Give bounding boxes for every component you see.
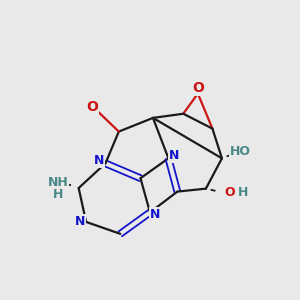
Text: HO: HO bbox=[230, 145, 251, 158]
Text: H: H bbox=[53, 188, 63, 201]
Text: O: O bbox=[86, 100, 98, 114]
Text: N: N bbox=[169, 149, 180, 162]
Text: N: N bbox=[150, 208, 161, 221]
Text: O: O bbox=[192, 81, 204, 95]
Text: N: N bbox=[75, 215, 85, 228]
Text: N: N bbox=[94, 154, 104, 167]
Text: NH: NH bbox=[47, 176, 68, 189]
Text: O: O bbox=[224, 186, 235, 199]
Text: H: H bbox=[238, 186, 248, 199]
